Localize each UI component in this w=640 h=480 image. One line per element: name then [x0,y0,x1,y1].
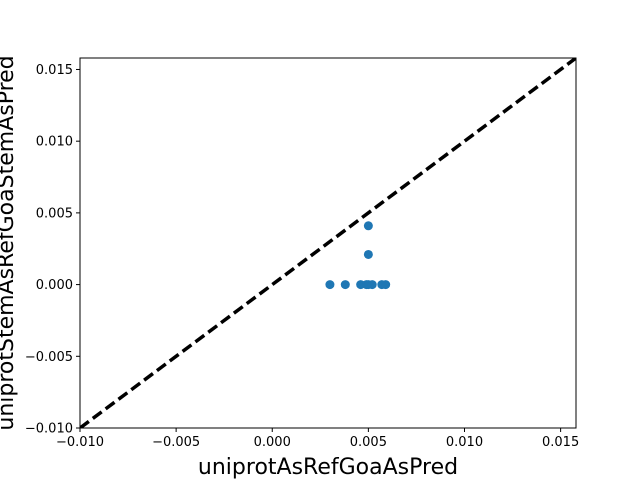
y-tick-label: 0.005 [36,206,73,221]
x-tick-label: 0.000 [254,435,291,450]
y-tick-label: 0.000 [36,278,73,293]
y-tick-label: 0.010 [36,135,73,150]
y-axis-title: uniprotStemAsRefGoaStemAsPred [0,55,19,430]
plot-marks [80,58,576,428]
plot-frame [79,57,577,429]
x-tick-label: −0.010 [56,435,104,450]
x-tick-label: 0.015 [542,435,579,450]
data-point [340,280,350,290]
data-point [325,280,335,290]
y-tick-label: −0.010 [25,422,73,437]
axes: −0.010 −0.005 0.000 0.005 0.010 0.015 −0.010 −0… [25,63,579,450]
data-point [381,280,391,290]
reference-line [80,58,576,428]
data-point [363,249,373,259]
y-tick-label: −0.005 [25,350,73,365]
x-tick-label: −0.005 [152,435,200,450]
data-point [363,221,373,231]
x-tick-label: 0.010 [446,435,483,450]
y-tick-label: 0.015 [36,63,73,78]
x-axis-title: uniprotAsRefGoaAsPred [198,455,458,480]
x-tick-label: 0.005 [350,435,387,450]
data-point [367,280,377,290]
